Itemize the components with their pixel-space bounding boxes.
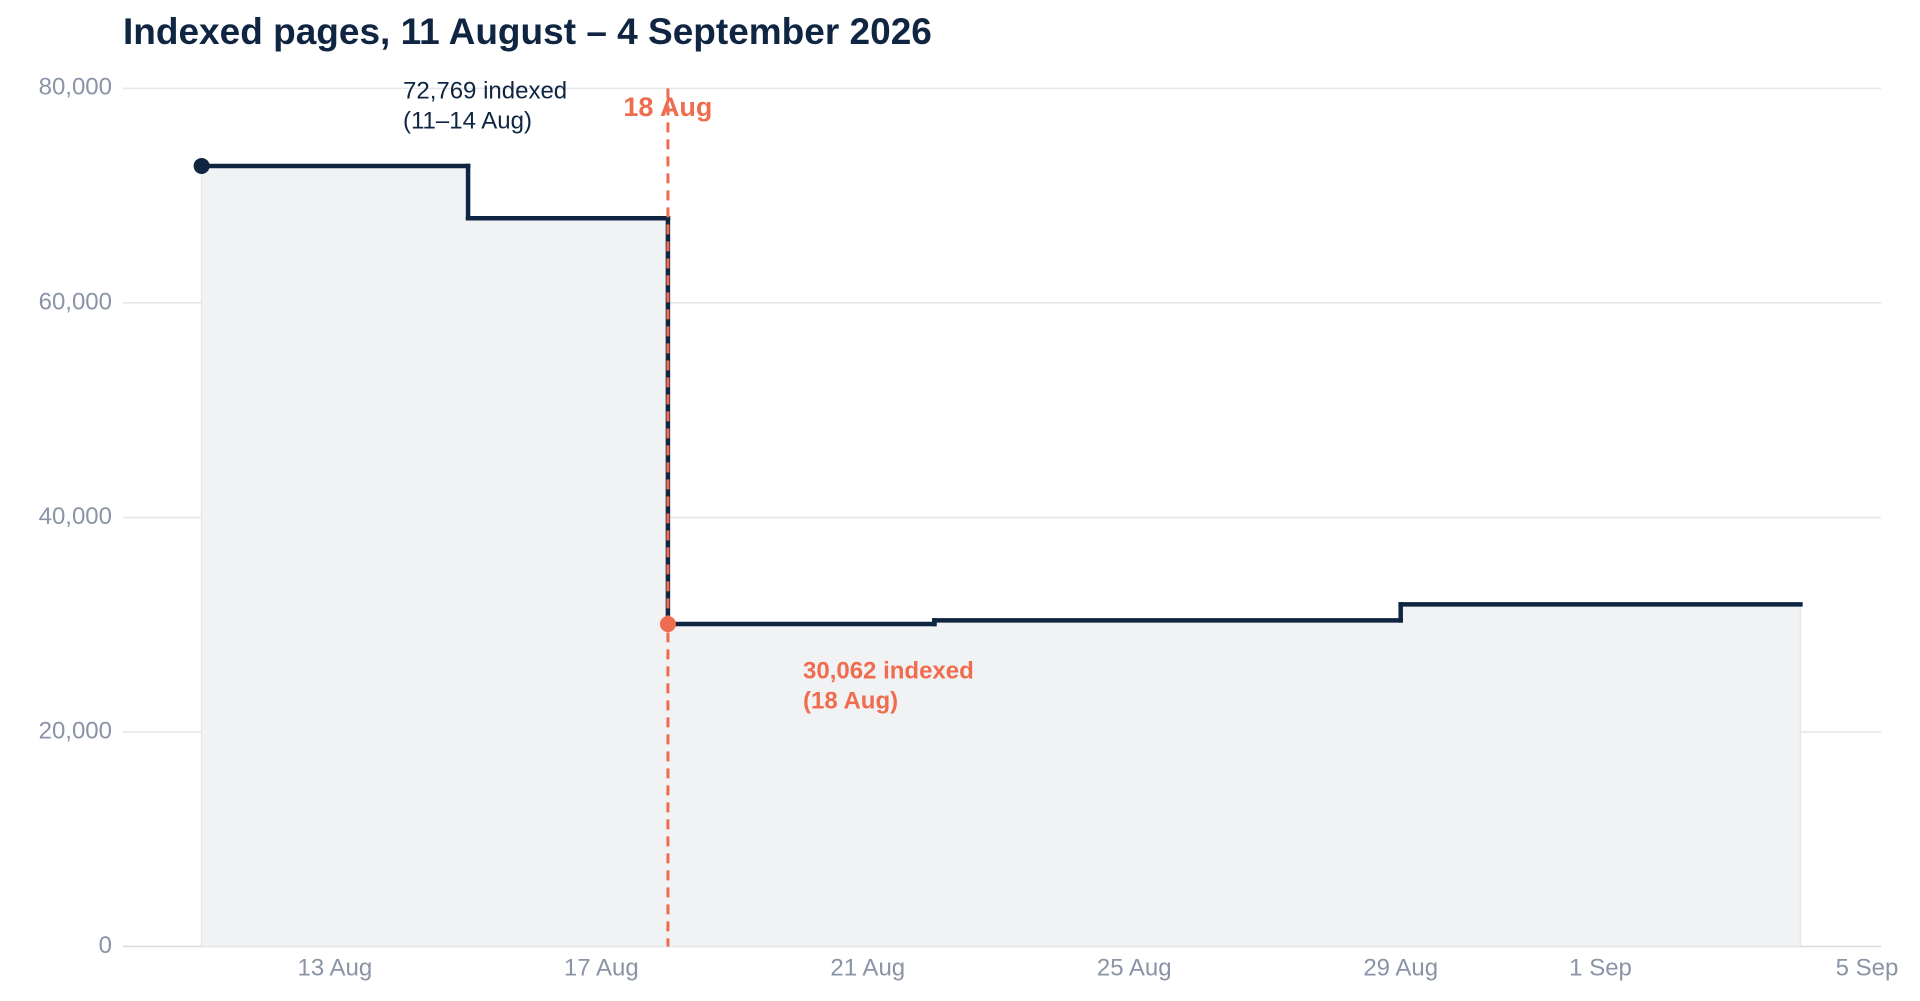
annotation: (11–14 Aug)	[403, 107, 532, 134]
marker-label: 18 Aug	[623, 92, 712, 122]
annotation: (18 Aug)	[803, 687, 898, 714]
area	[667, 624, 935, 947]
x-tick-label: 29 Aug	[1363, 954, 1438, 981]
x-tick-label: 1 Sep	[1569, 954, 1632, 981]
area	[934, 620, 1401, 947]
x-tick-label: 5 Sep	[1836, 954, 1899, 981]
point-marker	[659, 616, 676, 633]
annotation: 72,769 indexed	[403, 77, 567, 104]
y-tick-label: 80,000	[39, 74, 112, 101]
x-tick-label: 17 Aug	[564, 954, 639, 981]
chart-title: Indexed pages, 11 August – 4 September 2…	[123, 11, 932, 52]
y-tick-label: 0	[99, 932, 112, 959]
area	[201, 165, 469, 947]
y-tick-label: 40,000	[39, 503, 112, 530]
x-tick-label: 21 Aug	[830, 954, 905, 981]
annotation: 30,062 indexed	[803, 657, 974, 684]
point-marker	[193, 157, 210, 174]
area	[468, 218, 668, 947]
x-tick-label: 13 Aug	[297, 954, 372, 981]
x-tick-label: 25 Aug	[1097, 954, 1172, 981]
y-tick-label: 60,000	[39, 288, 112, 315]
y-tick-label: 20,000	[39, 717, 112, 744]
area	[1400, 604, 1801, 947]
